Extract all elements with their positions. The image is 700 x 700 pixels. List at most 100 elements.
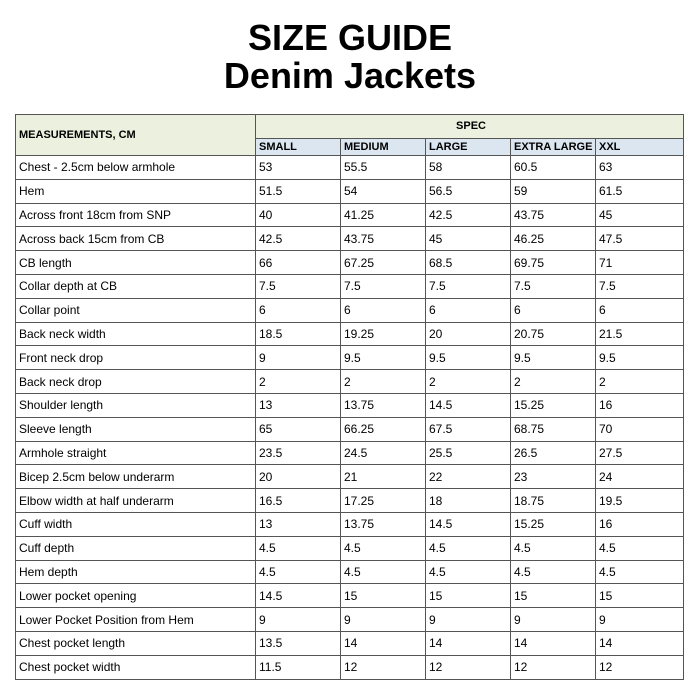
cell: 68.5 — [425, 250, 511, 275]
row-label: Collar depth at CB — [15, 273, 256, 299]
cell: 66 — [255, 250, 341, 275]
cell: 16 — [594, 392, 685, 418]
size-table: MEASUREMENTS, CM SPEC SMALL MEDIUM LARGE EX… — [15, 114, 685, 680]
cell: 9.5 — [425, 345, 511, 371]
column-header: LARGE — [425, 137, 511, 157]
cell: 22 — [425, 464, 511, 490]
table-row: Shoulder length 13 13.75 14.5 15.25 16 — [15, 392, 685, 418]
cell: 14 — [510, 630, 596, 656]
cell: 46.25 — [510, 226, 596, 252]
cell: 12 — [340, 654, 426, 680]
table-row: Sleeve length 65 66.25 67.5 68.75 70 — [15, 416, 685, 442]
cell: 20 — [425, 321, 511, 347]
cell: 56.5 — [425, 178, 511, 204]
cell: 26.5 — [510, 440, 596, 466]
table-row: Back neck drop 2 2 2 2 2 — [15, 369, 685, 394]
table-row: Hem depth 4.5 4.5 4.5 4.5 4.5 — [15, 559, 685, 585]
cell: 4.5 — [425, 559, 511, 585]
row-label: Sleeve length — [15, 416, 256, 442]
cell: 15.25 — [510, 511, 596, 537]
cell: 67.5 — [425, 416, 511, 442]
cell: 13.5 — [255, 630, 341, 656]
row-label: Back neck width — [15, 321, 256, 347]
cell: 20 — [255, 464, 341, 490]
row-label: Back neck drop — [15, 369, 256, 394]
cell: 69.75 — [510, 250, 596, 275]
cell: 6 — [594, 297, 685, 323]
cell: 14.5 — [425, 392, 511, 418]
row-label: CB length — [15, 250, 256, 275]
cell: 14 — [594, 630, 685, 656]
cell: 58 — [425, 155, 511, 180]
table-row: Armhole straight 23.5 24.5 25.5 26.5 27.5 — [15, 440, 685, 466]
row-label: Lower Pocket Position from Hem — [15, 607, 256, 632]
subtitle: Denim Jackets — [223, 55, 477, 96]
cell: 47.5 — [594, 226, 685, 252]
cell: 9.5 — [510, 345, 596, 371]
cell: 16 — [594, 511, 685, 537]
cell: 42.5 — [425, 202, 511, 228]
cell: 9 — [255, 345, 341, 371]
table-row: Lower Pocket Position from Hem 9 9 9 9 9 — [15, 607, 685, 632]
table-row: Back neck width 18.5 19.25 20 20.75 21.5 — [15, 321, 685, 347]
row-label: Across back 15cm from CB — [15, 226, 256, 252]
row-label: Elbow width at half underarm — [15, 488, 256, 513]
row-label: Shoulder length — [15, 392, 256, 418]
cell: 21 — [340, 464, 426, 490]
cell: 14.5 — [255, 583, 341, 609]
table-row: Chest - 2.5cm below armhole 53 55.5 58 60.5 6… — [15, 155, 685, 180]
cell: 2 — [255, 369, 341, 394]
cell: 7.5 — [425, 273, 511, 299]
row-label: Front neck drop — [15, 345, 256, 371]
cell: 4.5 — [594, 559, 685, 585]
cell: 15 — [340, 583, 426, 609]
cell: 18 — [425, 488, 511, 513]
cell: 18.5 — [255, 321, 341, 347]
column-row: SMALL MEDIUM LARGE EXTRA LARGE XXL — [16, 137, 685, 157]
cell: 54 — [340, 178, 426, 204]
cell: 9 — [594, 607, 685, 632]
cell: 63 — [594, 155, 685, 180]
cell: 2 — [594, 369, 685, 394]
cell: 20.75 — [510, 321, 596, 347]
cell: 14 — [425, 630, 511, 656]
cell: 53 — [255, 155, 341, 180]
cell: 23.5 — [255, 440, 341, 466]
cell: 9.5 — [594, 345, 685, 371]
table-row: Bicep 2.5cm below underarm 20 21 22 23 24 — [15, 464, 685, 490]
cell: 4.5 — [340, 559, 426, 585]
row-label: Lower pocket opening — [15, 583, 256, 609]
cell: 71 — [594, 250, 685, 275]
cell: 12 — [594, 654, 685, 680]
cell: 2 — [340, 369, 426, 394]
table-row: Collar depth at CB 7.5 7.5 7.5 7.5 7.5 — [15, 273, 685, 299]
cell: 18.75 — [510, 488, 596, 513]
cell: 7.5 — [255, 273, 341, 299]
cell: 14.5 — [425, 511, 511, 537]
cell: 61.5 — [594, 178, 685, 204]
title: SIZE GUIDE — [247, 17, 453, 58]
cell: 6 — [255, 297, 341, 323]
cell: 17.25 — [340, 488, 426, 513]
cell: 6 — [510, 297, 596, 323]
cell: 15 — [510, 583, 596, 609]
cell: 9 — [510, 607, 596, 632]
table-body: MEASUREMENTS, CM SPEC SMALL MEDIUM LARGE EX… — [15, 114, 685, 680]
cell: 42.5 — [255, 226, 341, 252]
cell: 4.5 — [340, 535, 426, 561]
cell: 6 — [340, 297, 426, 323]
cell: 9 — [255, 607, 341, 632]
row-label: Armhole straight — [15, 440, 256, 466]
cell: 70 — [594, 416, 685, 442]
cell: 24.5 — [340, 440, 426, 466]
cell: 55.5 — [340, 155, 426, 180]
column-header: SMALL — [255, 137, 341, 157]
cell: 7.5 — [594, 273, 685, 299]
table-row: Collar point 6 6 6 6 6 — [15, 297, 685, 323]
row-label: Chest pocket length — [15, 630, 256, 656]
row-label: Hem depth — [15, 559, 256, 585]
cell: 68.75 — [510, 416, 596, 442]
cell: 13.75 — [340, 511, 426, 537]
table-row: Cuff depth 4.5 4.5 4.5 4.5 4.5 — [15, 535, 685, 561]
cell: 12 — [425, 654, 511, 680]
